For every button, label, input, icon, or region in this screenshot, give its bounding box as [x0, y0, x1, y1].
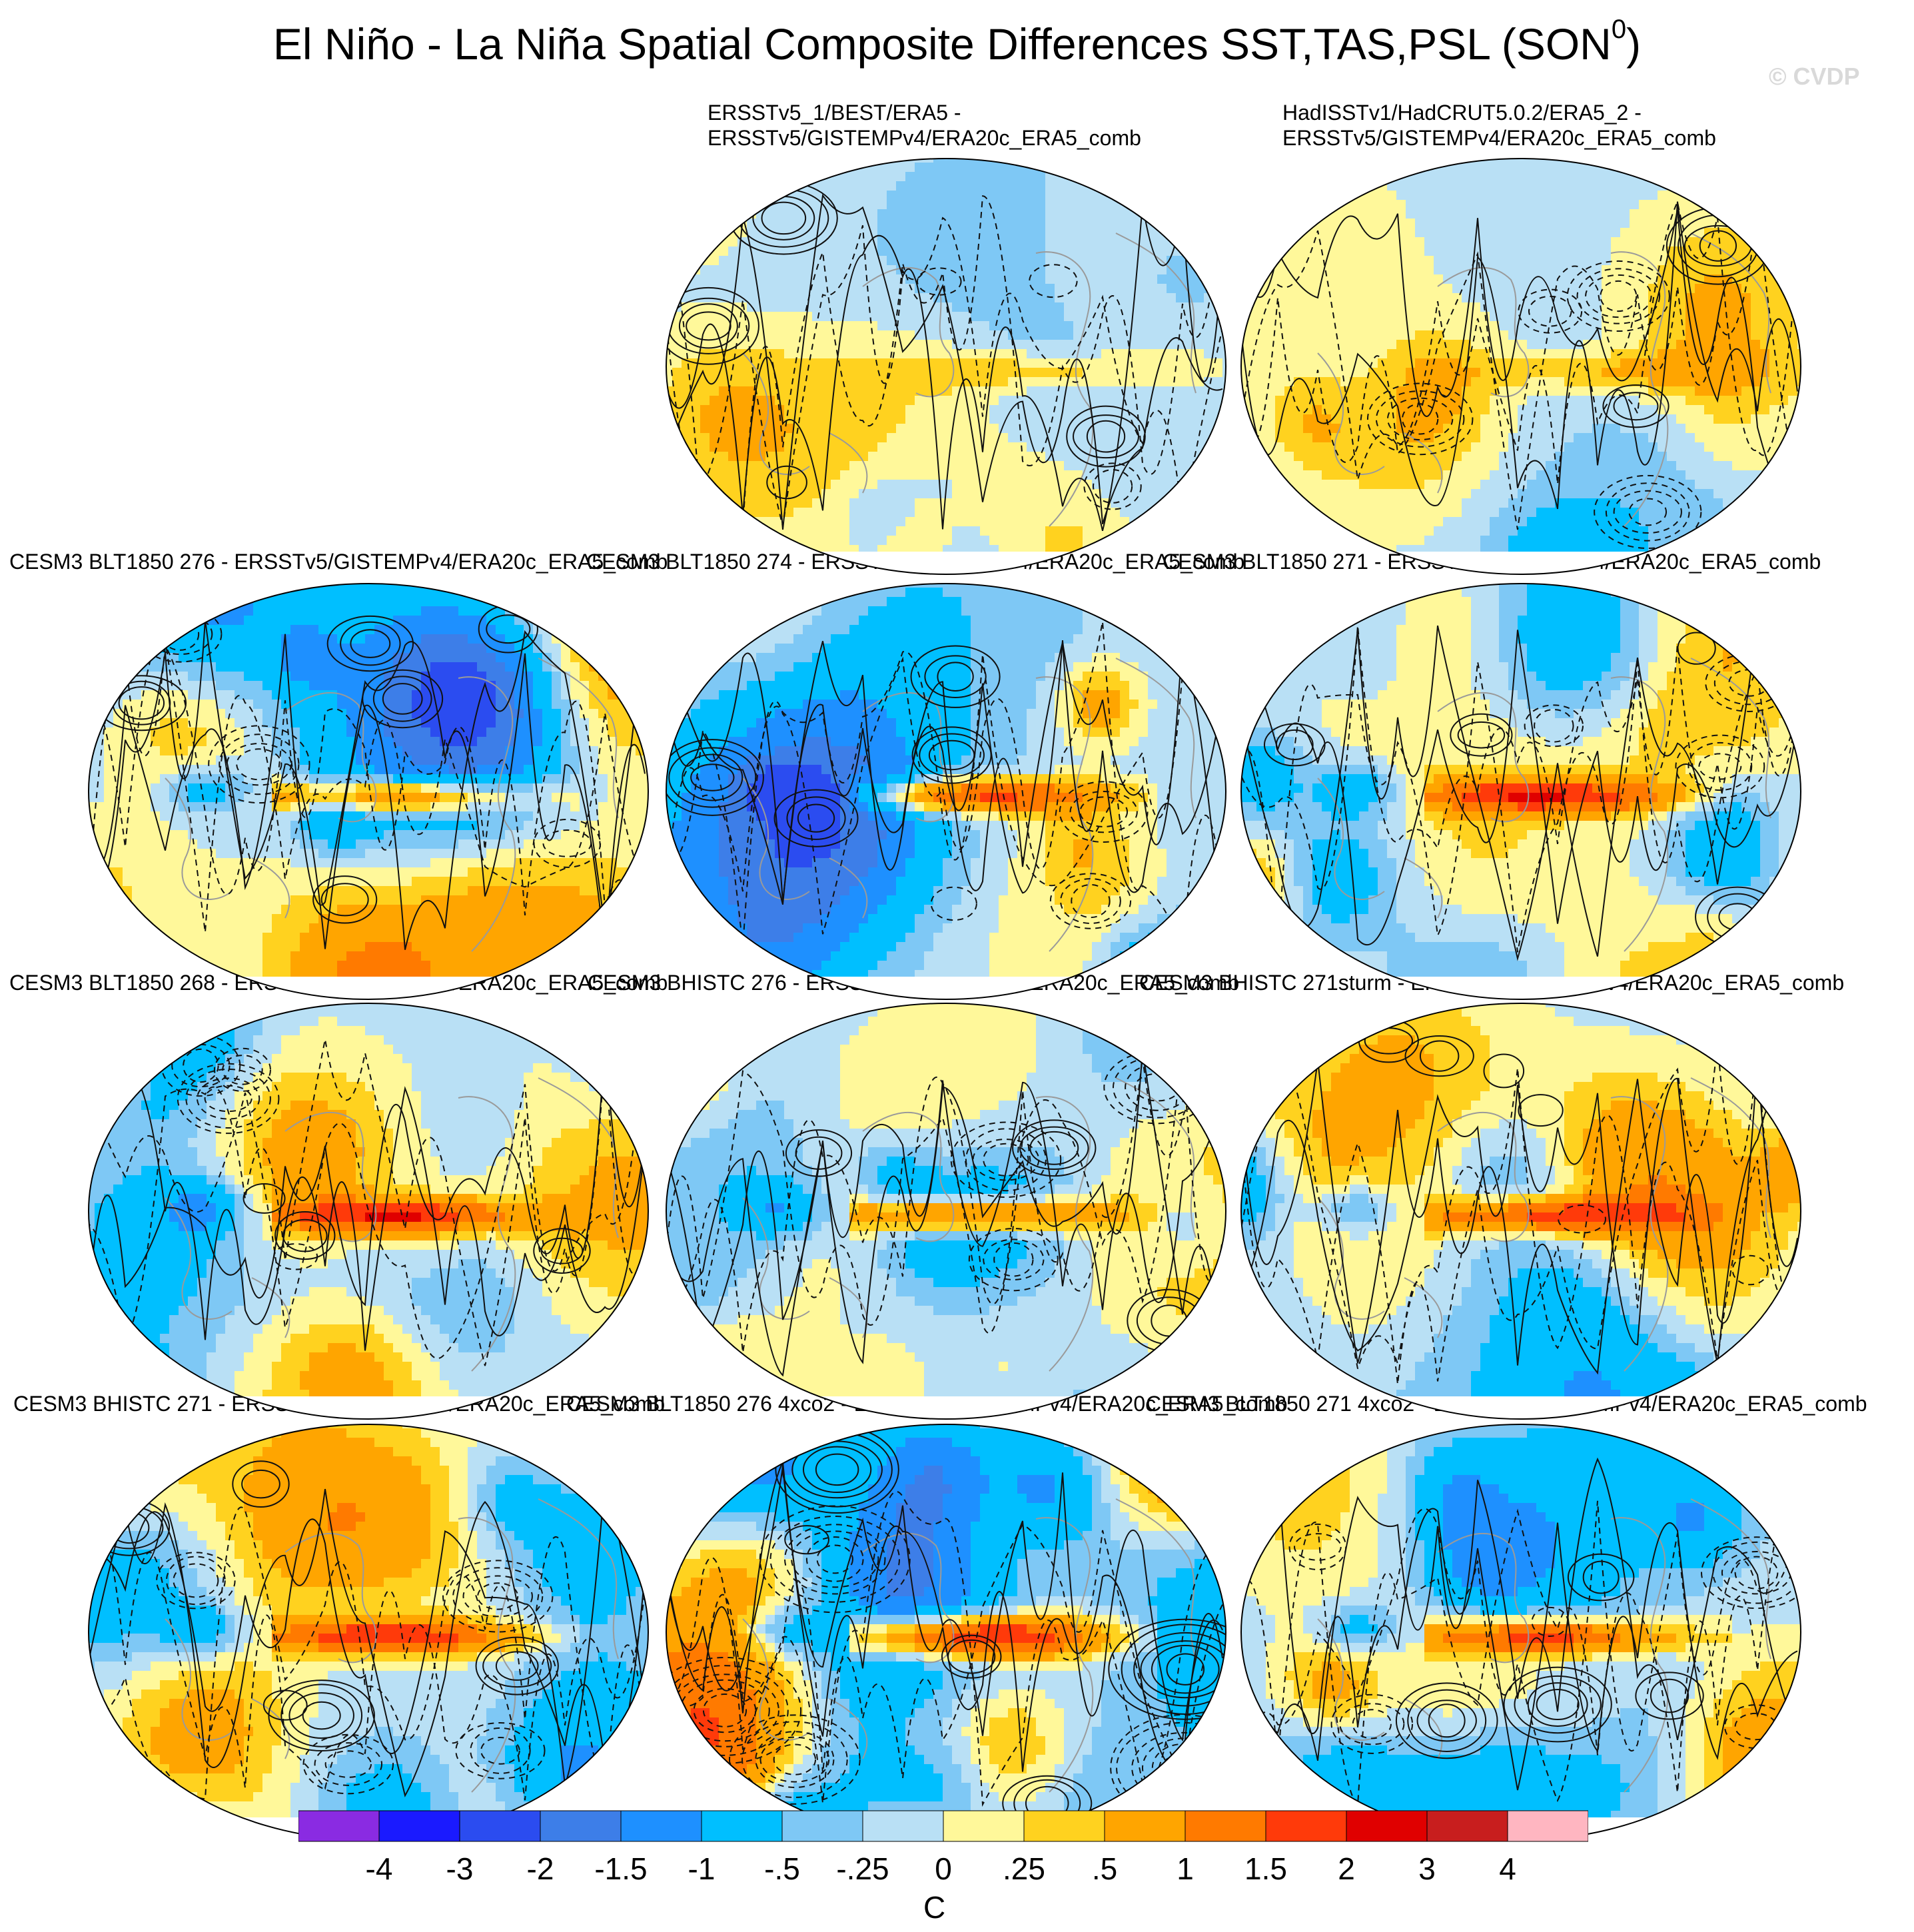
map-panel-10 — [663, 1419, 1229, 1845]
colorbar-swatch — [378, 1810, 460, 1842]
colorbar-tick-label: 0 — [935, 1851, 952, 1887]
colorbar-tick-label: -1 — [688, 1851, 716, 1887]
global-map — [1240, 158, 1801, 575]
colorbar-tick-label: -1.5 — [594, 1851, 647, 1887]
map-panel-11 — [1238, 1419, 1804, 1845]
global-map — [1240, 1424, 1801, 1841]
colorbar-tick-label: 3 — [1418, 1851, 1436, 1887]
map-panel-9 — [85, 1419, 652, 1845]
colorbar-tick-label: .5 — [1092, 1851, 1117, 1887]
colorbar-swatch — [1023, 1810, 1105, 1842]
colorbar-swatch — [1265, 1810, 1347, 1842]
panel-3-title: CESM3 BLT1850 276 - ERSSTv5/GISTEMPv4/ER… — [9, 549, 668, 574]
colorbar-tick-label: 4 — [1499, 1851, 1516, 1887]
global-map — [88, 1424, 649, 1841]
global-map — [88, 1003, 649, 1420]
global-map — [666, 1003, 1226, 1420]
colorbar-swatch — [862, 1810, 944, 1842]
panel-1-title: ERSSTv5_1/BEST/ERA5 - ERSSTv5/GISTEMPv4/E… — [708, 100, 1141, 151]
map-border — [666, 158, 1226, 575]
map-border — [88, 1003, 649, 1420]
colorbar-swatch — [943, 1810, 1025, 1842]
map-panel-8 — [1238, 998, 1804, 1424]
colorbar-swatch — [540, 1810, 622, 1842]
colorbar-tick-label: .25 — [1003, 1851, 1045, 1887]
map-panel-7 — [663, 998, 1229, 1424]
colorbar-swatch — [1185, 1810, 1266, 1842]
colorbar-swatch — [620, 1810, 702, 1842]
colorbar-swatch — [1346, 1810, 1428, 1842]
colorbar-swatch — [701, 1810, 783, 1842]
map-panel-4 — [663, 578, 1229, 1005]
map-border — [1240, 158, 1801, 575]
figure-title: El Niño - La Niña Spatial Composite Diff… — [0, 15, 1914, 69]
colorbar-tick-label: 1.5 — [1244, 1851, 1287, 1887]
map-border — [666, 1003, 1226, 1420]
global-map — [88, 583, 649, 1000]
colorbar-tick-label: -3 — [446, 1851, 474, 1887]
colorbar-swatch — [459, 1810, 541, 1842]
map-border — [666, 583, 1226, 1000]
map-border — [1240, 1003, 1801, 1420]
colorbar-swatch — [1426, 1810, 1508, 1842]
map-panel-3 — [85, 578, 652, 1005]
map-border — [88, 583, 649, 1000]
colorbar-swatch — [298, 1810, 380, 1842]
cvdp-watermark: © CVDP — [1769, 63, 1860, 91]
map-panel-1 — [663, 153, 1229, 580]
colorbar-tick-label: 2 — [1338, 1851, 1355, 1887]
colorbar-tick-label: -.25 — [836, 1851, 889, 1887]
map-panel-5 — [1238, 578, 1804, 1005]
global-map — [666, 158, 1226, 575]
colorbar-swatch — [781, 1810, 863, 1842]
panel-2-title: HadISSTv1/HadCRUT5.0.2/ERA5_2 - ERSSTv5/G… — [1282, 100, 1716, 151]
global-map — [666, 1424, 1226, 1841]
colorbar-swatch — [1507, 1810, 1588, 1842]
colorbar-tick-label: -2 — [527, 1851, 554, 1887]
global-map — [1240, 1003, 1801, 1420]
map-border — [1240, 583, 1801, 1000]
global-map — [666, 583, 1226, 1000]
colorbar-tick-label: 1 — [1177, 1851, 1194, 1887]
colorbar-unit: C — [923, 1889, 945, 1925]
map-panel-2 — [1238, 153, 1804, 580]
global-map — [1240, 583, 1801, 1000]
colorbar-swatch — [1104, 1810, 1186, 1842]
colorbar-tick-label: -4 — [366, 1851, 393, 1887]
map-panel-6 — [85, 998, 652, 1424]
colorbar — [298, 1810, 1588, 1842]
colorbar-tick-label: -.5 — [764, 1851, 800, 1887]
